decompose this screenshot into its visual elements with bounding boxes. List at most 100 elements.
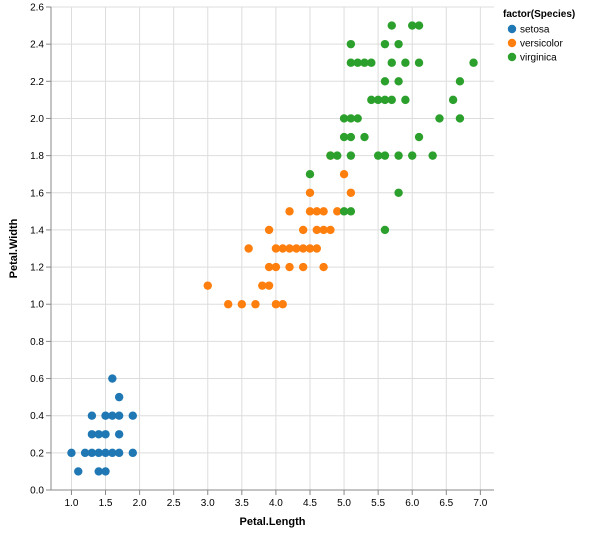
point-virginica [414,132,424,142]
point-virginica [305,169,315,179]
point-versicolor [285,244,294,253]
point-virginica [360,58,369,67]
point-setosa [114,392,124,402]
point-virginica [346,207,356,216]
x-tick-label: 5.5 [371,498,385,509]
point-virginica [387,58,396,67]
point-setosa [87,411,97,420]
y-tick-label: 0.6 [30,374,44,385]
point-versicolor [346,188,356,197]
point-virginica [394,39,403,49]
y-tick-label: 2.4 [30,40,44,51]
point-versicolor [326,225,335,235]
point-versicolor [319,262,328,272]
point-versicolor [319,225,328,235]
point-virginica [394,151,403,160]
y-tick-label: 0.0 [30,486,44,497]
point-versicolor [278,244,287,253]
y-tick-label: 0.8 [30,337,44,348]
x-tick-label: 4.5 [303,498,317,509]
point-versicolor [285,207,294,216]
point-virginica [448,95,458,105]
legend-label-virginica: virginica [520,53,557,64]
point-setosa [114,430,124,439]
point-virginica [333,151,342,160]
point-virginica [339,114,349,123]
y-tick-label: 1.2 [30,263,44,274]
point-versicolor [271,244,281,253]
y-tick-label: 0.2 [30,448,44,459]
point-virginica [380,151,390,160]
point-versicolor [264,281,274,290]
point-versicolor [305,188,315,197]
point-virginica [339,207,349,216]
point-versicolor [312,225,321,235]
point-versicolor [298,225,308,235]
y-tick-label: 1.8 [30,151,44,162]
point-versicolor [251,300,260,309]
point-setosa [101,430,110,439]
y-tick-label: 2.2 [30,77,44,88]
point-setosa [67,448,76,458]
legend-symbol-versicolor [507,38,517,48]
y-tick-label: 2.6 [30,3,44,14]
x-tick-label: 2.5 [167,498,181,509]
point-virginica [380,95,390,105]
y-tick-label: 1.4 [30,225,44,236]
point-virginica [428,151,437,160]
point-versicolor [298,244,308,253]
point-setosa [101,448,110,458]
point-setosa [74,467,83,476]
point-setosa [94,430,103,439]
x-tick-label: 1.5 [99,498,113,509]
point-virginica [353,58,362,67]
x-tick-label: 6.5 [439,498,453,509]
y-tick-label: 1.0 [30,300,44,311]
point-setosa [114,448,124,458]
point-setosa [94,467,103,476]
point-virginica [414,21,424,30]
point-versicolor [271,262,281,272]
point-virginica [367,95,376,105]
point-versicolor [244,244,253,253]
point-virginica [380,77,390,86]
point-virginica [346,151,356,160]
legend-symbol-virginica [507,52,517,62]
point-versicolor [339,169,349,179]
point-versicolor [264,225,274,235]
point-setosa [108,448,117,458]
point-setosa [128,448,137,458]
point-versicolor [237,300,247,309]
point-setosa [128,411,137,420]
point-setosa [87,448,97,458]
point-virginica [380,225,390,235]
point-versicolor [298,262,308,272]
point-versicolor [305,207,315,216]
point-virginica [408,21,417,30]
point-setosa [101,467,110,476]
point-virginica [469,58,478,67]
y-tick-label: 1.6 [30,188,44,199]
point-virginica [401,95,410,105]
y-axis-title: Petal.Width [8,218,20,278]
point-versicolor [333,207,342,216]
x-tick-label: 1.0 [64,498,78,509]
axes: 1.0 1.5 2.0 2.5 3.0 3.5 4.0 4.5 5.0 5.5 6.0 6.5 7.0 0… [30,3,494,509]
point-setosa [114,411,124,420]
point-virginica [455,77,465,86]
point-virginica [373,151,383,160]
point-versicolor [258,281,267,290]
point-virginica [394,77,403,86]
point-virginica [367,58,376,67]
point-versicolor [292,244,301,253]
point-versicolor [312,244,321,253]
legend-label-setosa: setosa [520,25,550,36]
point-setosa [101,411,110,420]
x-tick-label: 2.0 [133,498,147,509]
point-setosa [80,448,90,458]
x-tick-label: 3.5 [235,498,249,509]
point-virginica [326,151,335,160]
x-tick-label: 3.0 [201,498,215,509]
x-tick-label: 7.0 [473,498,487,509]
